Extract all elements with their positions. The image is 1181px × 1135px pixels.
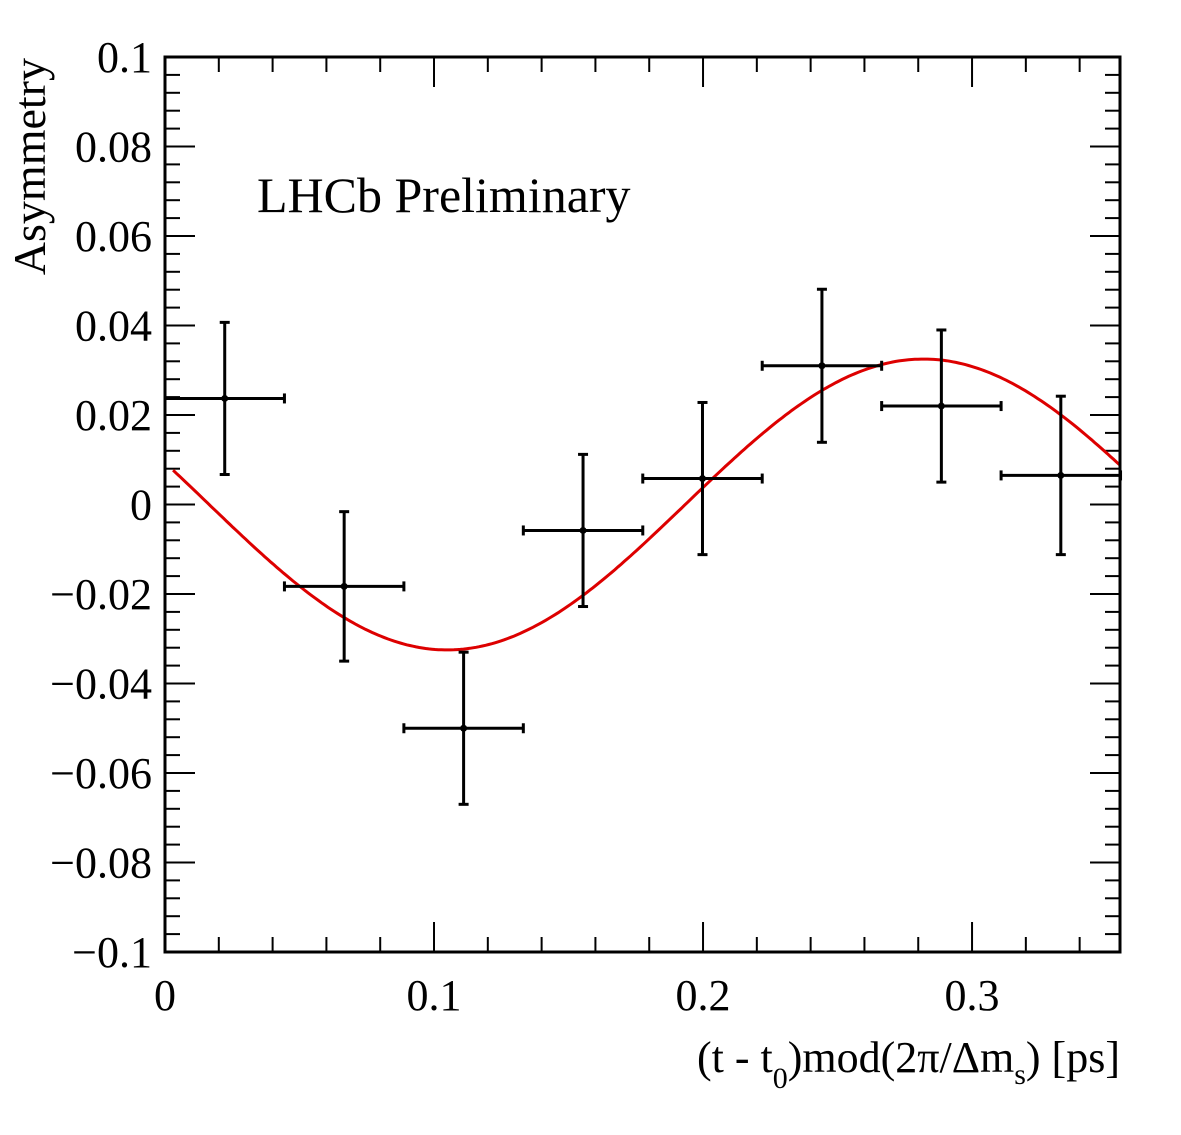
tick-labels: 0 0.1 0.2 0.3 0.1 0.08 0.06 0.04 0.02 0 −0.02 −0.04… <box>50 33 999 1020</box>
x-tick-label: 0.1 <box>407 971 462 1020</box>
x-axis-label-part2: )mod(2π/Δm <box>788 1033 1015 1082</box>
y-tick-label: 0.06 <box>75 212 152 261</box>
data-point <box>282 510 406 663</box>
data-marker <box>579 526 587 534</box>
y-axis-label: Asymmetry <box>4 58 55 275</box>
y-tick-label: −0.08 <box>50 839 152 888</box>
fit-curve <box>172 357 1122 652</box>
plot-frame <box>163 55 1122 954</box>
x-axis-label-part3: ) [ps] <box>1026 1033 1120 1082</box>
data-marker <box>698 475 706 483</box>
data-point <box>163 320 286 477</box>
y-tick-label: −0.1 <box>72 928 152 977</box>
x-tick-label: 0.3 <box>945 971 1000 1020</box>
data-point <box>999 394 1123 557</box>
y-tick-label: −0.06 <box>50 749 152 798</box>
x-axis-label-subscript-s: s <box>1014 1058 1026 1091</box>
x-axis-label-part1: (t - t <box>697 1033 773 1082</box>
data-marker <box>340 582 348 590</box>
x-tick-label: 0.2 <box>676 971 731 1020</box>
data-marker <box>1057 471 1065 479</box>
data-marker <box>937 402 945 410</box>
data-marker <box>818 362 826 370</box>
x-axis-label-subscript-0: 0 <box>773 1062 788 1095</box>
y-tick-label: 0.08 <box>75 123 152 172</box>
y-tick-label: 0 <box>130 481 152 530</box>
lhcb-preliminary-label: LHCb Preliminary <box>257 167 631 223</box>
data-point <box>760 287 884 444</box>
data-point <box>521 452 645 609</box>
y-tick-label: 0.1 <box>97 33 152 82</box>
y-tick-label: 0.02 <box>75 391 152 440</box>
data-point <box>641 400 764 557</box>
y-tick-label: 0.04 <box>75 302 152 351</box>
x-tick-label: 0 <box>154 971 176 1020</box>
y-tick-label: −0.02 <box>50 570 152 619</box>
data-marker <box>221 394 229 402</box>
fit-curve-layer <box>172 357 1122 652</box>
data-point <box>402 650 525 806</box>
x-axis-label: (t - t0)mod(2π/Δms) [ps] <box>697 1033 1120 1095</box>
y-tick-label: −0.04 <box>50 660 152 709</box>
data-marker <box>460 724 468 732</box>
data-point <box>880 328 1003 484</box>
data-points-layer <box>163 287 1123 806</box>
